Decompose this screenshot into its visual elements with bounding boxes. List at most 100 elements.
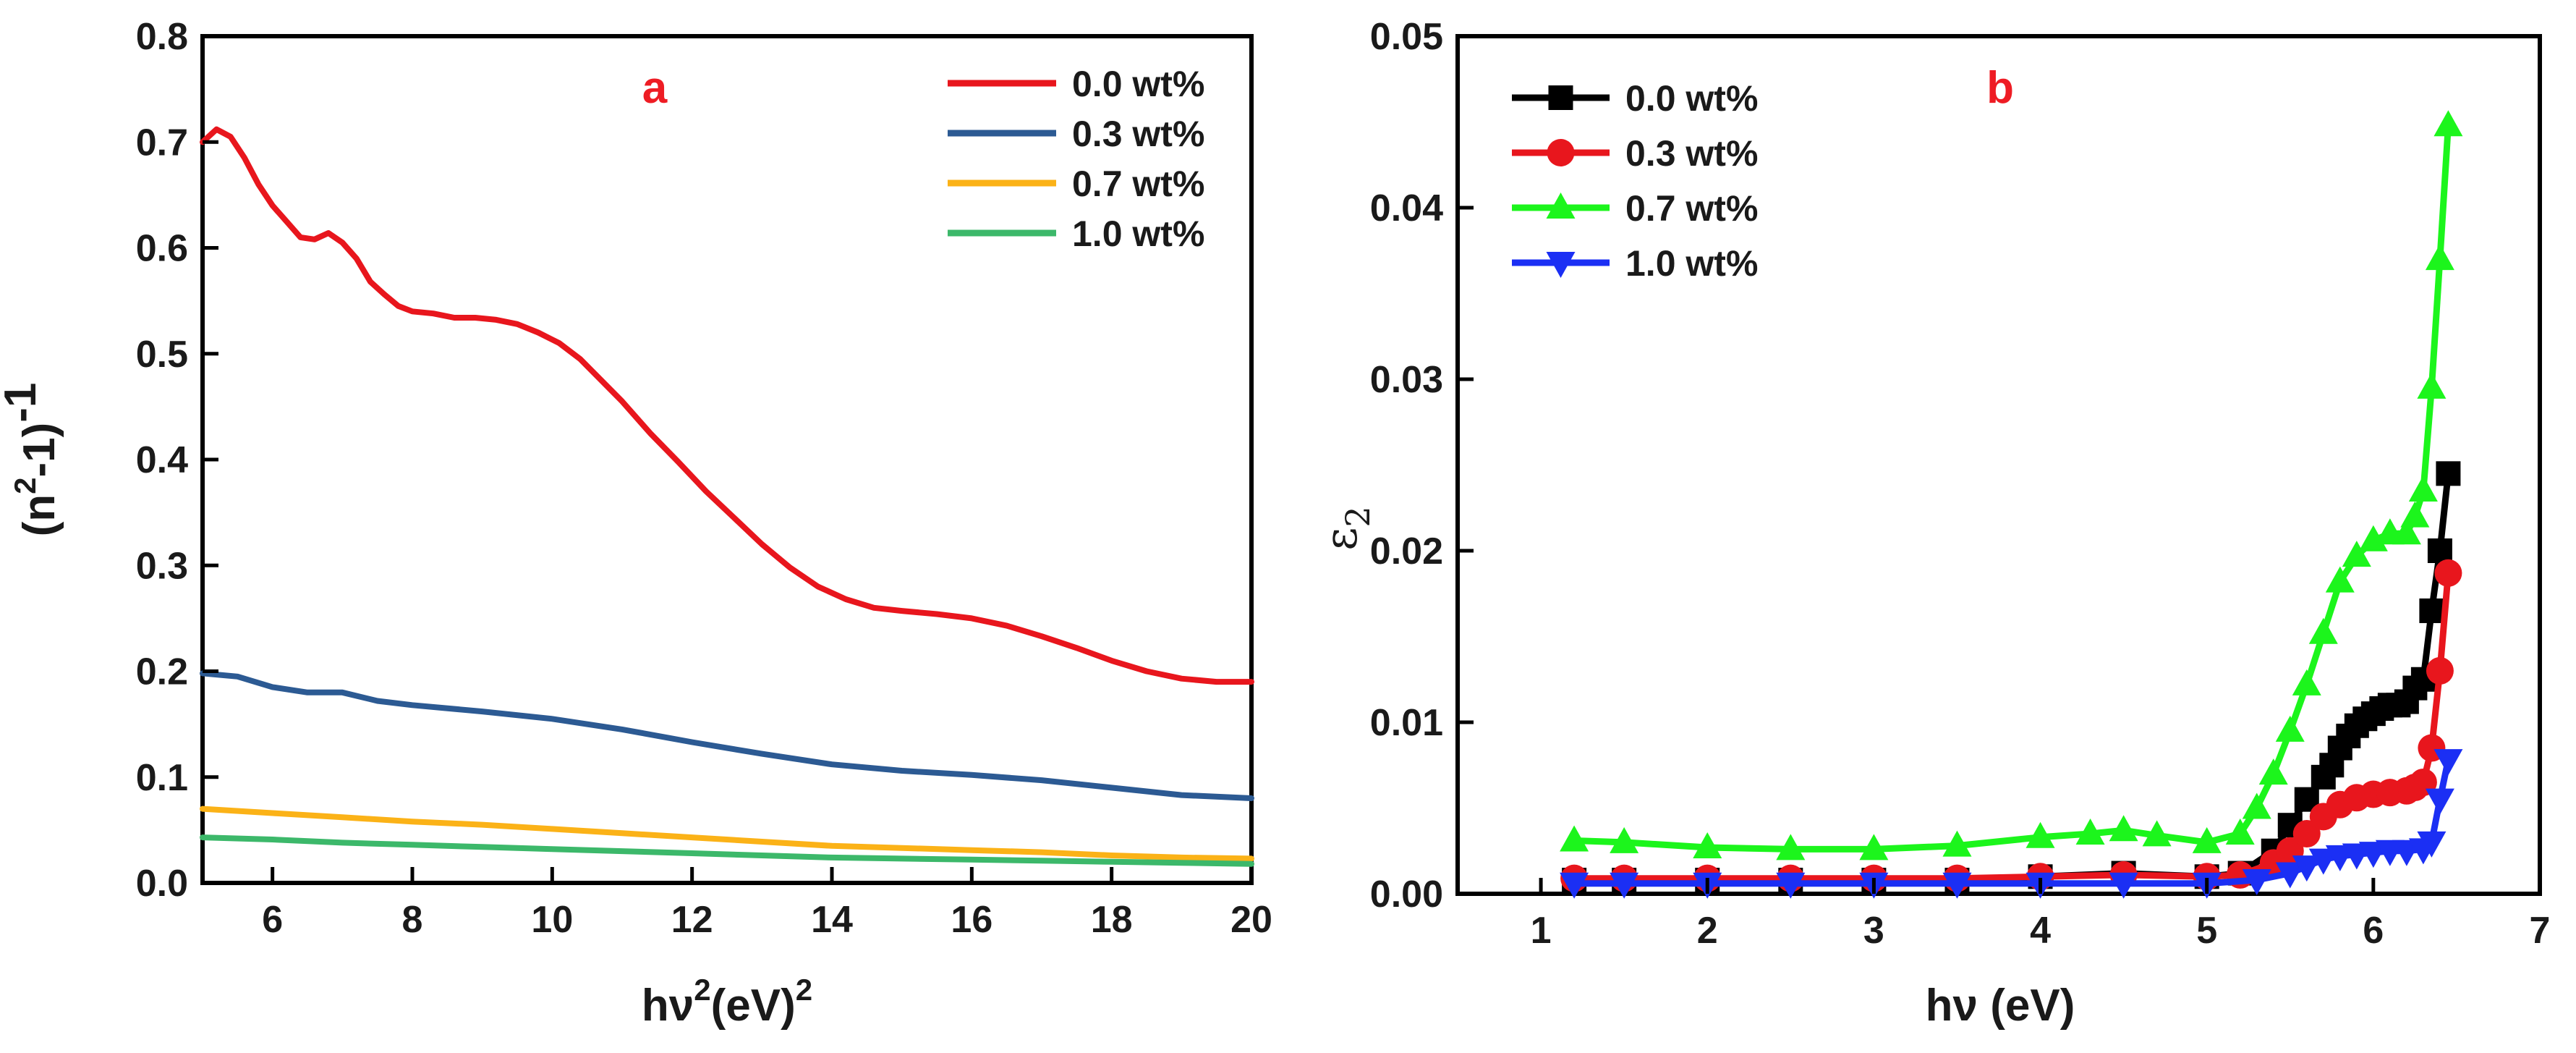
x-tick-label: 14 [811, 899, 853, 941]
data-point [1776, 834, 1806, 860]
series-line-0-0-wt- [200, 126, 1254, 685]
data-point [2426, 656, 2454, 685]
y-tick-label: 0.02 [1370, 530, 1443, 572]
data-point [2434, 559, 2462, 587]
data-point [2192, 826, 2222, 853]
data-point [1942, 830, 1972, 857]
panel-a-label: a [642, 63, 668, 113]
legend-label: 1.0 wt% [1072, 213, 1204, 254]
data-point [2325, 566, 2355, 593]
data-point [2242, 869, 2271, 896]
data-point [2308, 848, 2338, 875]
data-point [1776, 872, 1806, 899]
x-tick-label: 20 [1230, 899, 1272, 941]
legend-marker [1546, 193, 1576, 219]
legend-marker [1548, 85, 1573, 110]
data-point [2225, 819, 2255, 845]
panel-a-x-ticks: 6 8 10 12 14 16 18 20 [262, 867, 1272, 941]
data-point [2427, 538, 2452, 563]
x-tick-label: 18 [1091, 899, 1133, 941]
data-point [2408, 475, 2438, 502]
data-point [2400, 501, 2430, 528]
data-point [2436, 461, 2461, 486]
data-point [1942, 872, 1972, 899]
y-tick-label: 0.0 [136, 863, 188, 905]
data-point [2142, 820, 2172, 847]
data-point [2275, 715, 2305, 742]
legend-label: 0.7 wt% [1625, 188, 1758, 229]
data-point [2308, 617, 2338, 644]
data-point [1610, 872, 1639, 899]
y-tick-label: 0.04 [1370, 187, 1443, 229]
data-point [2109, 815, 2138, 842]
data-point [2417, 372, 2447, 399]
data-point [2419, 598, 2444, 623]
x-tick-label: 2 [1697, 910, 1718, 952]
data-point [2358, 525, 2388, 551]
panel-b-series-group [1560, 110, 2463, 899]
panel-b-x-ticks: 1 2 3 4 5 6 7 [1531, 878, 2551, 952]
legend-label: 0.7 wt% [1072, 164, 1204, 204]
data-point [2392, 518, 2421, 545]
panel-b-x-axis-title: hν (eV) [1926, 981, 2075, 1031]
legend-marker [1547, 139, 1575, 166]
x-tick-label: 10 [531, 899, 573, 941]
data-point [2425, 244, 2454, 271]
data-point [2275, 862, 2305, 889]
y-tick-label: 0.00 [1370, 874, 1443, 915]
y-tick-label: 0.03 [1370, 359, 1443, 401]
data-point [2242, 792, 2271, 819]
data-point [2433, 749, 2463, 776]
panel-b-y-axis-title: ε2 [1314, 506, 1377, 550]
y-tick-label: 0.2 [136, 651, 188, 693]
data-point [2075, 819, 2105, 845]
y-tick-label: 0.05 [1370, 16, 1443, 58]
data-point [2292, 669, 2321, 695]
series-line-0-7-wt- [1570, 122, 2452, 853]
x-tick-label: 5 [2196, 910, 2217, 952]
x-tick-label: 1 [1531, 910, 1552, 952]
panel-a-y-ticks: 0.0 0.1 0.2 0.3 0.4 0.5 0.6 0.7 0.8 [136, 16, 218, 905]
legend-label: 0.3 wt% [1072, 114, 1204, 154]
series-line-1-0-wt- [200, 834, 1254, 867]
legend-label: 1.0 wt% [1625, 243, 1758, 284]
series-line-0-3-wt- [200, 670, 1254, 801]
data-point [1560, 825, 1589, 852]
panel-b-label: b [1986, 63, 2014, 113]
data-point [1610, 826, 1639, 853]
data-point [2342, 541, 2371, 567]
legend-label: 0.3 wt% [1625, 133, 1758, 174]
x-tick-label: 16 [951, 899, 992, 941]
data-point [2292, 820, 2321, 848]
panel-b: 0.00 0.01 0.02 0.03 0.04 0.05 1 2 3 4 5 6 7 b 0.0 w… [1314, 16, 2550, 1031]
x-tick-label: 7 [2530, 910, 2551, 952]
panel-b-legend: 0.0 wt% 0.3 wt% 0.7 wt% 1.0 wt% [1512, 78, 1758, 284]
panel-a-legend: 0.0 wt% 0.3 wt% 0.7 wt% 1.0 wt% [948, 64, 1204, 254]
x-tick-label: 6 [2363, 910, 2384, 952]
data-point [2025, 821, 2055, 848]
x-tick-label: 12 [671, 899, 713, 941]
data-point [2258, 758, 2288, 785]
y-tick-label: 0.8 [136, 16, 188, 58]
y-tick-label: 0.1 [136, 757, 188, 799]
legend-label: 0.0 wt% [1072, 64, 1204, 104]
data-point [2292, 855, 2321, 882]
x-tick-label: 6 [262, 899, 283, 941]
panel-a-y-axis-title: (n2-1)-1 [0, 383, 64, 537]
y-tick-label: 0.5 [136, 334, 188, 376]
series-line-0-7-wt- [200, 805, 1254, 862]
data-point [1693, 832, 1722, 859]
legend-marker [1546, 252, 1576, 278]
x-tick-label: 4 [2030, 910, 2051, 952]
data-point [2417, 831, 2447, 858]
data-point [2425, 788, 2454, 815]
y-tick-label: 0.7 [136, 122, 188, 164]
data-point [1560, 872, 1589, 899]
panel-b-y-ticks: 0.00 0.01 0.02 0.03 0.04 0.05 [1370, 16, 1474, 915]
y-tick-label: 0.3 [136, 545, 188, 587]
data-point [1859, 834, 1889, 860]
data-point [2109, 872, 2138, 899]
panel-a-x-axis-title: hν2(eV)2 [642, 973, 812, 1031]
x-tick-label: 8 [402, 899, 423, 941]
data-point [2433, 110, 2463, 137]
